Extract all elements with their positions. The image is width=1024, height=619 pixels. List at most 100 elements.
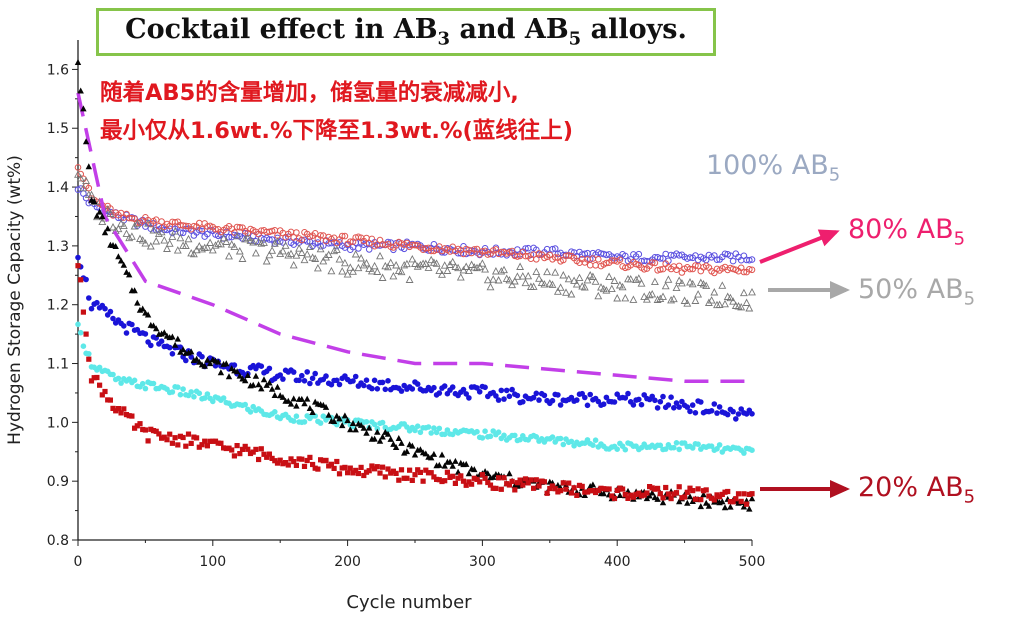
series-red-point xyxy=(423,467,429,473)
series-s50-point xyxy=(208,245,217,254)
series-red-point xyxy=(237,451,243,457)
series-s50-point xyxy=(559,271,568,279)
series-black-point xyxy=(85,163,92,170)
series-red-point xyxy=(420,478,426,484)
series-s50-point xyxy=(464,266,473,275)
series-black-point xyxy=(293,402,300,409)
series-s80-point xyxy=(657,266,664,273)
series-cyan-point xyxy=(293,413,300,420)
series-black-point xyxy=(387,435,394,442)
series-red-point xyxy=(132,425,138,431)
series-red-point xyxy=(126,413,132,419)
series-s50-point xyxy=(478,259,487,267)
series-s80-point xyxy=(422,245,430,252)
series-s50-point xyxy=(588,272,597,280)
series-s50-point xyxy=(543,267,552,276)
series-s100-point xyxy=(581,250,589,258)
series-s100-point xyxy=(549,245,556,253)
series-cyan-point xyxy=(689,445,696,451)
series-black-point xyxy=(179,346,187,353)
series-s80-point xyxy=(190,222,198,230)
series-blue-point xyxy=(463,391,470,397)
series-red-point xyxy=(153,428,159,434)
series-s50-point xyxy=(338,267,347,275)
series-red-point xyxy=(150,428,157,434)
series-s80-point xyxy=(158,218,165,225)
y-tick-label: 1.0 xyxy=(47,415,69,431)
series-s50-point xyxy=(330,246,339,255)
series-s50-point xyxy=(235,247,244,255)
series-s50-point xyxy=(467,260,476,268)
series-blue-point xyxy=(495,397,502,403)
series-red-point xyxy=(679,495,685,501)
series-blue-point xyxy=(449,384,456,390)
series-s80-point xyxy=(522,252,529,260)
y-tick-label: 1.3 xyxy=(47,239,69,255)
series-blue-point xyxy=(110,315,116,322)
series-s50-point xyxy=(737,302,746,311)
series-red-point xyxy=(229,447,235,453)
series-s80-point xyxy=(595,256,602,263)
series-red-point xyxy=(609,493,615,499)
y-tick-label: 1.6 xyxy=(47,62,69,78)
series-cyan-point xyxy=(118,380,124,386)
series-red-point xyxy=(506,482,512,488)
series-s80-point xyxy=(651,259,659,267)
series-black-point xyxy=(748,495,756,502)
series-blue-point xyxy=(350,378,356,384)
series-red-point xyxy=(512,487,518,493)
series-black-point xyxy=(134,299,141,306)
series-s50-point xyxy=(297,248,306,256)
series-red-point xyxy=(579,483,585,489)
series-s50-point xyxy=(181,241,190,249)
y-tick-label: 1.5 xyxy=(47,121,69,137)
series-s50-point xyxy=(349,267,357,275)
series-s50-point xyxy=(243,233,252,242)
series-red-point xyxy=(339,465,345,471)
series-blue-point xyxy=(506,393,513,400)
series-red-point xyxy=(318,457,324,463)
series-s100-point xyxy=(662,250,670,258)
series-blue-point xyxy=(385,378,391,384)
series-red-point xyxy=(706,493,712,499)
series-red-point xyxy=(366,468,372,474)
series-red-point xyxy=(415,467,421,473)
series-blue-point xyxy=(654,405,661,411)
series-blue-point xyxy=(336,381,343,388)
series-s50-point xyxy=(570,276,579,284)
series-red-point xyxy=(247,450,254,457)
series-red-point xyxy=(140,426,146,433)
series-black-point xyxy=(112,243,119,249)
series-blue-point xyxy=(88,305,95,312)
series-s50-point xyxy=(351,250,360,258)
series-red-point xyxy=(407,467,413,473)
series-s50-point xyxy=(572,280,581,288)
series-red-point xyxy=(242,443,248,449)
series-s50-point xyxy=(138,236,147,244)
series-black-point xyxy=(82,138,90,145)
series-s50-point xyxy=(76,173,85,182)
series-red-point xyxy=(299,456,305,462)
series-cyan-point xyxy=(169,389,176,395)
series-s50-point xyxy=(122,229,131,237)
series-red-point xyxy=(474,476,480,482)
series-cyan-point xyxy=(131,377,138,384)
series-red-point xyxy=(633,491,639,497)
series-red-point xyxy=(598,485,604,491)
x-tick-label: 500 xyxy=(739,554,766,570)
series-s50-point xyxy=(438,270,446,278)
series-red-point xyxy=(563,486,569,492)
series-s80-point xyxy=(368,235,376,243)
series-red-point xyxy=(256,456,262,463)
series-s50-point xyxy=(157,227,166,236)
series-s50-point xyxy=(605,272,614,280)
series-s80-point xyxy=(74,164,82,171)
series-black-point xyxy=(99,213,106,220)
series-cyan-point xyxy=(177,391,184,398)
series-red-point xyxy=(277,457,283,463)
series-red-point xyxy=(425,470,432,476)
series-s50-point xyxy=(173,246,182,254)
series-red-point xyxy=(582,489,588,495)
series-s50-point xyxy=(440,261,449,269)
